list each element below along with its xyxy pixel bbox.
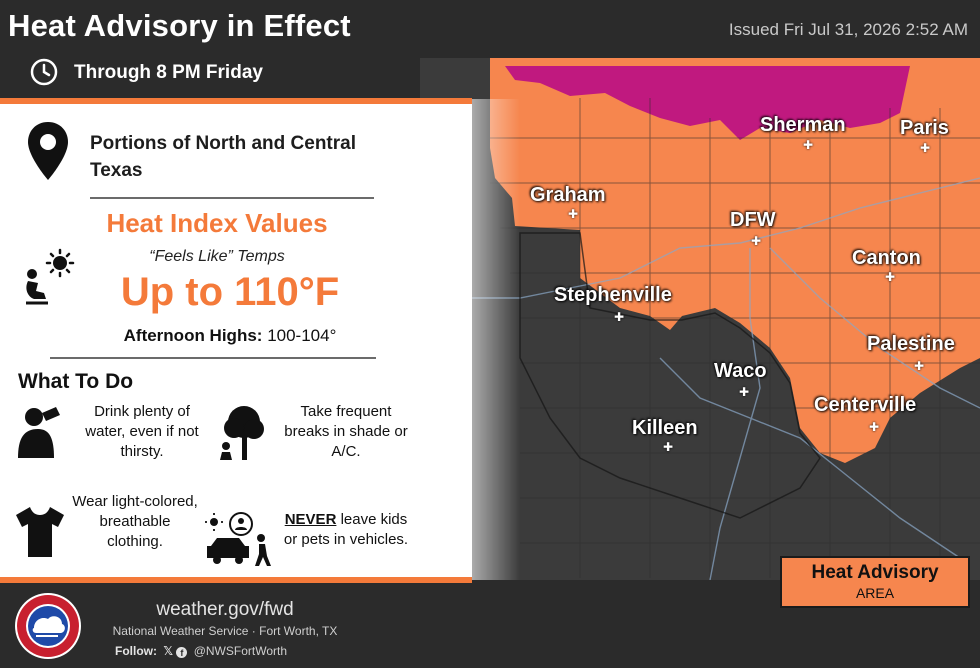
panel-fade <box>410 99 520 580</box>
valid-through: Through 8 PM Friday <box>74 62 263 83</box>
city-label-palestine: Palestine <box>867 333 955 355</box>
city-marker-icon: ✚ <box>914 359 925 373</box>
location-pin-icon <box>28 122 68 180</box>
info-panel <box>0 99 472 580</box>
tip-take-breaks: Take frequent breaks in shade or A/C. <box>284 403 408 460</box>
heat-index-value: Up to 110°F <box>120 270 340 314</box>
x-icon[interactable]: 𝕏 <box>163 644 174 658</box>
legend-subtitle: AREA <box>855 585 895 601</box>
divider-bottom <box>0 577 472 583</box>
city-marker-icon: ✚ <box>803 138 814 152</box>
page-title: Heat Advisory in Effect <box>8 8 351 43</box>
city-label-killeen: Killeen <box>632 417 698 439</box>
city-label-canton: Canton <box>852 247 921 269</box>
afternoon-highs: Afternoon Highs: 100-104° <box>60 326 400 346</box>
website-link[interactable]: weather.gov/fwd <box>156 599 294 620</box>
map-legend: Heat Advisory AREA <box>780 556 970 608</box>
city-label-sherman: Sherman <box>760 114 846 136</box>
city-marker-icon: ✚ <box>920 141 931 155</box>
city-label-stephenville: Stephenville <box>554 284 672 306</box>
city-label-graham: Graham <box>530 184 606 206</box>
city-label-paris: Paris <box>900 117 949 139</box>
divider-top <box>0 98 472 104</box>
never-emphasis: NEVER <box>284 511 337 528</box>
city-marker-icon: ✚ <box>568 207 579 221</box>
warning-area <box>505 66 910 140</box>
city-marker-icon: ✚ <box>739 385 750 399</box>
legend-title: Heat Advisory <box>811 562 939 583</box>
tip-never-leave-kids: NEVER leave kids or pets in vehicles. <box>276 510 416 550</box>
city-label-dfw: DFW <box>730 209 776 231</box>
footer <box>0 583 490 668</box>
facebook-icon[interactable]: f <box>176 647 188 658</box>
city-label-waco: Waco <box>714 360 767 382</box>
divider <box>50 357 376 359</box>
tip-never-text: leave kids or pets in vehicles. <box>283 511 409 548</box>
city-marker-icon: ✚ <box>885 270 896 284</box>
issued-time: Issued Fri Jul 31, 2026 2:52 AM <box>728 20 968 39</box>
city-marker-icon: ✚ <box>869 420 880 434</box>
highs-value: 100-104° <box>267 326 337 345</box>
tshirt-icon <box>16 507 64 557</box>
advisory-area <box>490 58 980 463</box>
highs-label: Afternoon Highs: <box>123 326 263 345</box>
nws-logo <box>15 593 81 659</box>
city-marker-icon: ✚ <box>614 310 625 324</box>
tree-shade-icon <box>220 406 264 460</box>
heat-index-title: Heat Index Values <box>106 208 328 238</box>
drinking-icon <box>18 407 60 458</box>
hot-person-icon <box>26 248 75 305</box>
divider <box>90 197 374 199</box>
affected-area: Portions of North and Central Texas <box>90 133 356 181</box>
feels-like-subtitle: “Feels Like” Temps <box>149 248 285 265</box>
city-marker-icon: ✚ <box>751 234 762 248</box>
car-kids-icon <box>205 512 271 566</box>
city-label-centerville: Centerville <box>814 394 917 416</box>
tip-drink-water: Drink plenty of water, even if not thirs… <box>85 403 199 460</box>
what-to-do-heading: What To Do <box>18 370 134 393</box>
tip-wear-light-clothing: Wear light-colored, breathable clothing. <box>72 493 198 550</box>
clock-icon <box>30 58 58 86</box>
follow-label: Follow: <box>115 644 157 658</box>
city-marker-icon: ✚ <box>663 440 674 454</box>
social-handle[interactable]: @NWSFortWorth <box>193 644 288 658</box>
office-name: National Weather Service · Fort Worth, T… <box>112 624 338 638</box>
social-follow: Follow: 𝕏 f @NWSFortWorth <box>115 644 287 658</box>
